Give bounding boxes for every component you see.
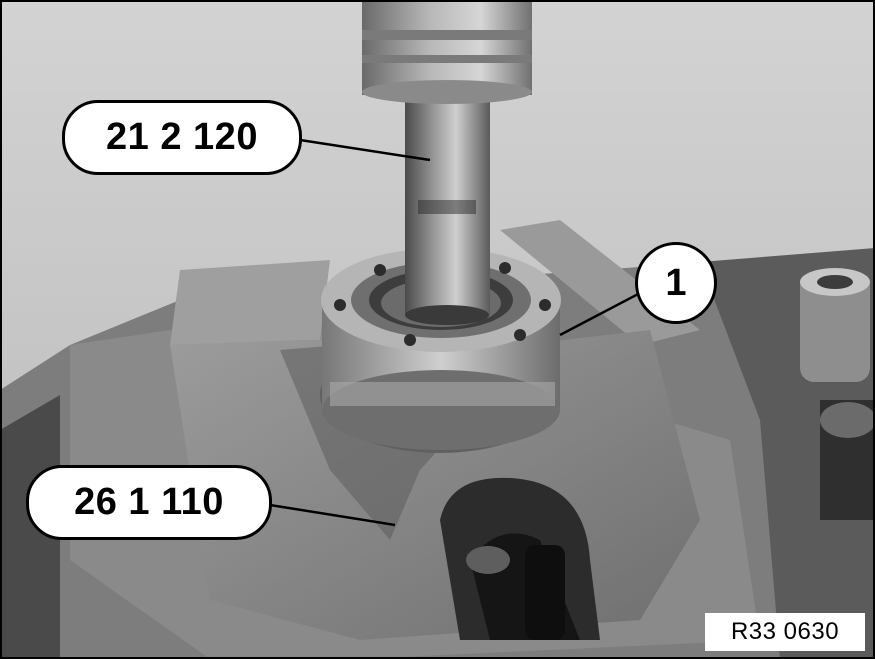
press-head (362, 0, 532, 95)
callout-component: 1 (635, 242, 717, 324)
leader-line-component (559, 291, 641, 337)
leader-line-tool-upper (299, 138, 431, 162)
cylinder-part (800, 272, 870, 382)
reference-code: R33 0630 (705, 613, 865, 651)
callout-tool-upper: 21 2 120 (62, 100, 302, 175)
leader-line-tool-lower (269, 503, 396, 527)
callout-tool-lower: 26 1 110 (26, 465, 272, 540)
